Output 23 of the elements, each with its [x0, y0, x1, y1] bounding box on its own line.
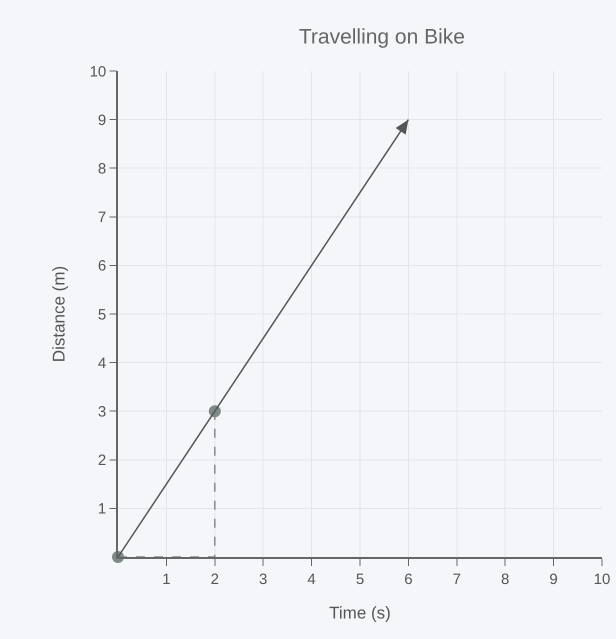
y-tick-label: 2: [98, 452, 106, 470]
y-tick-label: 7: [98, 209, 106, 226]
y-tick-label: 4: [98, 354, 106, 372]
x-tick-label: 3: [259, 570, 268, 588]
x-tick-label: 1: [162, 570, 171, 588]
y-tick-label: 3: [98, 403, 106, 420]
y-tick-label: 9: [98, 112, 106, 129]
y-tick-label: 1: [98, 500, 106, 518]
x-tick-label: 4: [307, 570, 316, 588]
x-tick-label: 6: [404, 570, 413, 588]
chart-title: Travelling on Bike: [298, 25, 465, 48]
x-tick-label: 10: [594, 570, 610, 588]
x-tick-label: 8: [501, 570, 510, 588]
x-tick-label: 2: [210, 570, 219, 588]
x-tick-label: 5: [356, 570, 364, 588]
x-tick-label: 7: [452, 570, 461, 588]
x-axis-title: Time (s): [329, 604, 391, 622]
y-tick-label: 6: [98, 258, 106, 275]
y-tick-label: 8: [98, 160, 106, 178]
y-tick-label: 5: [98, 306, 106, 324]
y-axis-title: Distance (m): [50, 266, 69, 362]
y-tick-label: 10: [90, 63, 106, 80]
x-tick-label: 9: [549, 570, 558, 588]
